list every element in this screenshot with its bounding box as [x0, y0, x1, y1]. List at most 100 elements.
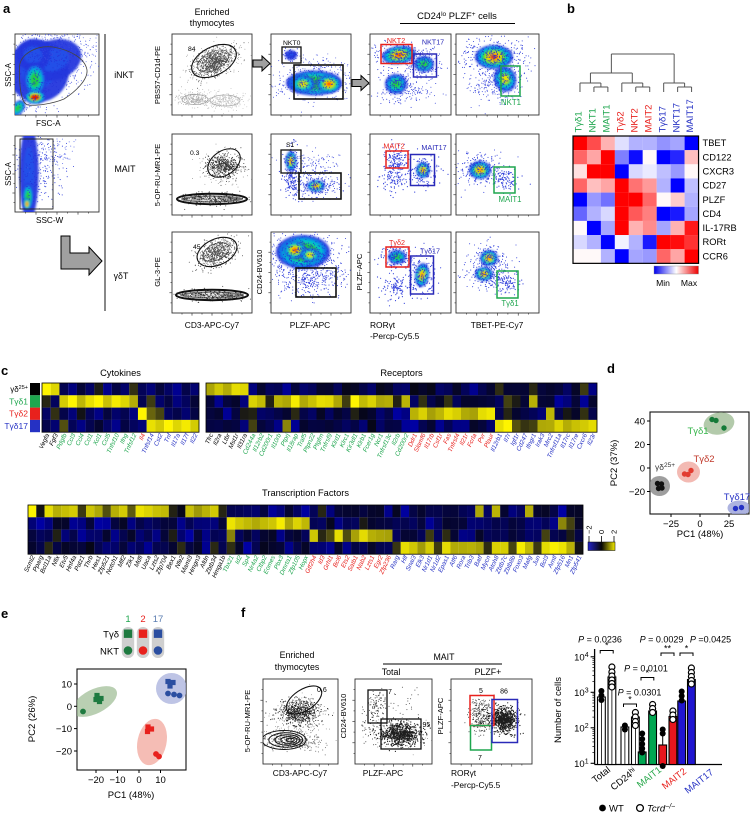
svg-text:CD24hi: CD24hi [609, 766, 639, 793]
svg-text:P = 0.0236: P = 0.0236 [578, 635, 622, 645]
svg-text:Tγδ2: Tγδ2 [615, 111, 626, 132]
svg-text:P = 0.0029: P = 0.0029 [640, 635, 684, 645]
svg-text:Tγδ2: Tγδ2 [389, 238, 405, 247]
svg-text:0: 0 [597, 530, 606, 534]
svg-text:-Percp-Cy5.5: -Percp-Cy5.5 [451, 780, 501, 790]
svg-text:IL-17RB: IL-17RB [703, 223, 737, 233]
svg-text:*: * [605, 641, 609, 651]
svg-text:PLZF-APC: PLZF-APC [436, 697, 445, 734]
svg-text:d: d [607, 361, 615, 376]
svg-text:GL-3-PE: GL-3-PE [153, 257, 162, 287]
svg-text:Ltbr: Ltbr [221, 432, 232, 446]
svg-text:MAIT: MAIT [433, 652, 455, 662]
svg-text:−25: −25 [663, 519, 679, 530]
svg-text:FSC-A: FSC-A [36, 119, 61, 128]
svg-text:Id2: Id2 [234, 554, 244, 565]
svg-text:CD3-APC-Cy7: CD3-APC-Cy7 [185, 320, 240, 330]
svg-text:γδ25+: γδ25+ [10, 385, 28, 394]
svg-text:2: 2 [610, 530, 619, 534]
svg-text:PLZF-APC: PLZF-APC [290, 320, 331, 330]
svg-text:NKT2: NKT2 [387, 36, 405, 45]
svg-text:**: ** [664, 644, 672, 654]
svg-text:PLZF-APC: PLZF-APC [363, 768, 404, 778]
svg-text:RORt: RORt [703, 237, 727, 247]
svg-text:95: 95 [423, 722, 431, 729]
svg-text:Mn1: Mn1 [564, 555, 576, 569]
svg-text:PC1 (48%): PC1 (48%) [108, 790, 154, 801]
svg-text:0: 0 [697, 519, 702, 530]
svg-text:Tγδ2: Tγδ2 [9, 409, 28, 419]
svg-text:101: 101 [574, 758, 589, 770]
svg-text:MAIT17: MAIT17 [683, 767, 716, 796]
svg-text:NKT17: NKT17 [671, 103, 682, 133]
svg-text:CD3-APC-Cy7: CD3-APC-Cy7 [273, 768, 328, 778]
svg-text:RORγt: RORγt [370, 320, 396, 330]
svg-text:thymocytes: thymocytes [275, 662, 320, 672]
svg-text:NKT: NKT [100, 647, 119, 658]
svg-text:Cytokines: Cytokines [100, 368, 141, 378]
svg-text:Enriched: Enriched [280, 650, 315, 660]
svg-text:SSC-W: SSC-W [36, 216, 64, 225]
svg-text:CXCR3: CXCR3 [703, 166, 735, 176]
svg-text:WT: WT [609, 804, 624, 813]
svg-text:Tnf: Tnf [163, 431, 174, 443]
svg-text:10: 10 [155, 775, 166, 786]
svg-text:Total: Total [382, 667, 401, 677]
svg-text:Tγδ1: Tγδ1 [687, 426, 708, 437]
svg-text:84: 84 [188, 46, 196, 53]
svg-text:Il2rb: Il2rb [391, 432, 403, 447]
svg-text:MAIT2: MAIT2 [643, 105, 654, 133]
svg-text:CD122: CD122 [703, 152, 732, 162]
svg-text:Tγδ17: Tγδ17 [4, 421, 28, 431]
svg-text:Enriched: Enriched [195, 7, 230, 17]
svg-text:104: 104 [574, 652, 589, 664]
svg-text:MAIT17: MAIT17 [421, 143, 446, 152]
svg-text:Ccl4: Ccl4 [74, 432, 86, 447]
svg-text:RORγt: RORγt [451, 768, 477, 778]
svg-text:S1: S1 [286, 142, 295, 149]
svg-text:Bcl3: Bcl3 [539, 554, 551, 569]
svg-text:Etv5: Etv5 [58, 554, 70, 569]
svg-text:0: 0 [136, 775, 141, 786]
svg-text:MAIT: MAIT [114, 164, 136, 174]
svg-text:7: 7 [388, 689, 392, 696]
svg-text:Elk3: Elk3 [415, 554, 427, 569]
svg-text:Ets2: Ets2 [340, 554, 352, 569]
svg-text:NKT0: NKT0 [283, 40, 301, 47]
svg-text:PC2 (37%): PC2 (37%) [609, 440, 620, 486]
svg-text:Total: Total [590, 765, 613, 786]
svg-text:17: 17 [153, 614, 164, 625]
svg-text:NKT1: NKT1 [588, 108, 599, 132]
svg-text:γδ25+: γδ25+ [655, 462, 675, 472]
svg-text:PC2 (26%): PC2 (26%) [27, 696, 38, 742]
svg-text:γδT: γδT [114, 271, 129, 281]
svg-text:Number of cells: Number of cells [553, 677, 564, 743]
svg-text:MAIT2: MAIT2 [383, 142, 404, 151]
svg-text:Il23r: Il23r [586, 432, 598, 447]
svg-text:SSC-A: SSC-A [4, 161, 13, 186]
svg-text:Zik1: Zik1 [124, 555, 136, 570]
svg-text:Tfrc: Tfrc [204, 432, 215, 446]
svg-text:2: 2 [140, 614, 145, 625]
svg-text:25: 25 [724, 519, 735, 530]
svg-text:CD24-BV610: CD24-BV610 [339, 694, 348, 739]
svg-text:7: 7 [478, 755, 482, 762]
svg-text:TBET-PE-Cy7: TBET-PE-Cy7 [471, 320, 524, 330]
svg-text:iNKT: iNKT [114, 70, 134, 80]
svg-text:P = 0.0101: P = 0.0101 [624, 664, 668, 674]
svg-text:MAIT1: MAIT1 [499, 195, 522, 204]
svg-text:MAIT17: MAIT17 [685, 99, 696, 132]
svg-text:Tγδ1: Tγδ1 [574, 111, 585, 132]
svg-text:Il17f: Il17f [179, 431, 191, 446]
svg-text:0.6: 0.6 [317, 687, 327, 694]
svg-text:−20: −20 [88, 775, 104, 786]
svg-text:NKT17: NKT17 [422, 38, 444, 47]
svg-text:Hlf: Hlf [400, 553, 410, 564]
svg-text:Ncr1: Ncr1 [373, 433, 385, 448]
svg-text:Ccl3: Ccl3 [66, 432, 78, 447]
svg-text:CD27: CD27 [703, 181, 727, 191]
svg-text:10: 10 [61, 680, 72, 691]
svg-text:thymocytes: thymocytes [190, 18, 235, 28]
svg-text:*: * [646, 668, 650, 678]
svg-text:PBS57-CD1d-PE: PBS57-CD1d-PE [153, 46, 162, 104]
